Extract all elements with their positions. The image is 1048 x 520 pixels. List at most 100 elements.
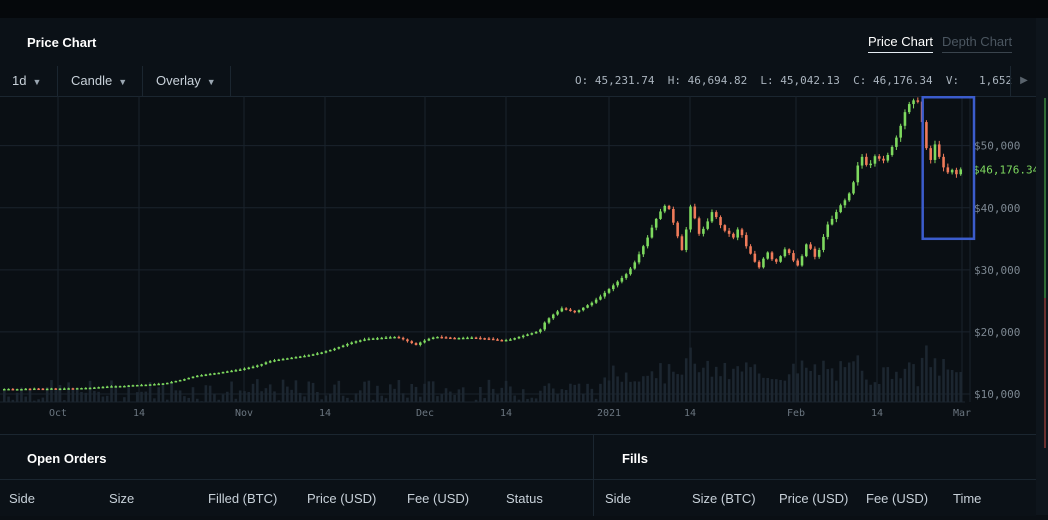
volume-bar (655, 378, 658, 402)
candle-body (856, 166, 859, 183)
volume-bar (912, 364, 915, 402)
chart-type-label: Candle (71, 73, 112, 88)
volume-bar (745, 362, 748, 402)
candle-body (899, 126, 902, 138)
candle-body (440, 337, 443, 339)
candle-body (522, 336, 525, 338)
candle-body (46, 389, 49, 391)
volume-bar (569, 384, 572, 402)
volume-bar (282, 380, 285, 402)
candle-body (256, 365, 259, 367)
candle-body (222, 372, 225, 374)
open-orders-col-status[interactable]: Status (506, 491, 543, 506)
volume-bar (80, 392, 83, 402)
candle-body (724, 225, 727, 231)
volume-bar (192, 387, 195, 402)
candle-body (350, 342, 353, 344)
volume-bar (428, 381, 431, 402)
volume-bar (694, 364, 697, 402)
volume-bar (72, 389, 75, 402)
open-orders-col-price[interactable]: Price (USD) (307, 491, 376, 506)
candle-body (175, 381, 178, 383)
candle-body (505, 340, 508, 342)
fills-col-price[interactable]: Price (USD) (779, 491, 848, 506)
volume-bar (312, 383, 315, 402)
candle-body (449, 338, 452, 340)
volume-bar (200, 401, 203, 402)
volume-bar (706, 361, 709, 402)
volume-bar (37, 399, 40, 402)
candle-body (788, 249, 791, 253)
candle-body (595, 300, 598, 303)
candle-body (488, 338, 491, 340)
candle-body (76, 388, 79, 390)
volume-bar (582, 394, 585, 402)
y-tick-label: $30,000 (974, 264, 1020, 277)
candle-body (805, 244, 808, 256)
fills-col-side[interactable]: Side (605, 491, 631, 506)
open-orders-col-size[interactable]: Size (109, 491, 134, 506)
volume-bar (12, 400, 15, 402)
volume-bar (771, 379, 774, 402)
fills-col-fee[interactable]: Fee (USD) (866, 491, 928, 506)
chart-panel-header: Price Chart Price Chart Depth Chart (0, 18, 1036, 67)
volume-bar (342, 396, 345, 402)
volume-bar (299, 393, 302, 402)
volume-bar (488, 380, 491, 402)
overlay-select[interactable]: Overlay▼ (142, 66, 231, 96)
chart-type-select[interactable]: Candle▼ (57, 66, 143, 96)
candle-body (436, 337, 439, 339)
candle-body (784, 249, 787, 256)
candle-body (376, 338, 379, 340)
volume-bar (603, 377, 606, 402)
top-strip (0, 0, 1048, 18)
open-orders-col-side[interactable]: Side (9, 491, 35, 506)
candle-body (565, 308, 568, 310)
candle-body (625, 274, 628, 278)
candle-body (24, 389, 27, 391)
volume-bar (822, 361, 825, 402)
fills-col-size[interactable]: Size (BTC) (692, 491, 756, 506)
volume-bar (621, 382, 624, 402)
volume-bar (54, 390, 57, 402)
fills-col-time[interactable]: Time (953, 491, 981, 506)
volume-bar (573, 385, 576, 402)
candle-body (496, 339, 499, 341)
volume-bar (110, 380, 113, 402)
volume-bar (42, 398, 45, 402)
candle-body (796, 261, 799, 266)
open-orders-col-filled[interactable]: Filled (BTC) (208, 491, 277, 506)
candle-body (149, 384, 152, 386)
tab-price-chart[interactable]: Price Chart (868, 34, 933, 53)
candle-body (513, 338, 516, 340)
candle-body (192, 377, 195, 379)
candle-body (423, 341, 426, 343)
tab-depth-chart[interactable]: Depth Chart (942, 34, 1012, 53)
candle-body (385, 338, 388, 340)
candle-body (844, 200, 847, 205)
interval-select[interactable]: 1d▼ (0, 66, 58, 96)
volume-bar (874, 382, 877, 402)
volume-bar (449, 392, 452, 402)
volume-bar (33, 401, 36, 402)
candle-body (265, 362, 268, 364)
volume-bar (269, 384, 272, 402)
candle-body (959, 169, 962, 174)
volume-bar (50, 380, 53, 402)
volume-bar (432, 381, 435, 402)
candle-body (668, 206, 671, 209)
volume-bar (698, 372, 701, 402)
volume-bar (942, 359, 945, 402)
volume-bar (522, 389, 525, 402)
candle-body (762, 259, 765, 268)
volume-bar (882, 367, 885, 402)
open-orders-col-fee[interactable]: Fee (USD) (407, 491, 469, 506)
volume-bar (235, 399, 238, 402)
volume-bar (543, 386, 546, 402)
volume-bar (711, 377, 714, 402)
volume-bar (899, 378, 902, 402)
volume-bar (505, 381, 508, 402)
play-icon[interactable]: ▶ (1010, 66, 1037, 96)
x-tick-label: Feb (787, 408, 805, 419)
